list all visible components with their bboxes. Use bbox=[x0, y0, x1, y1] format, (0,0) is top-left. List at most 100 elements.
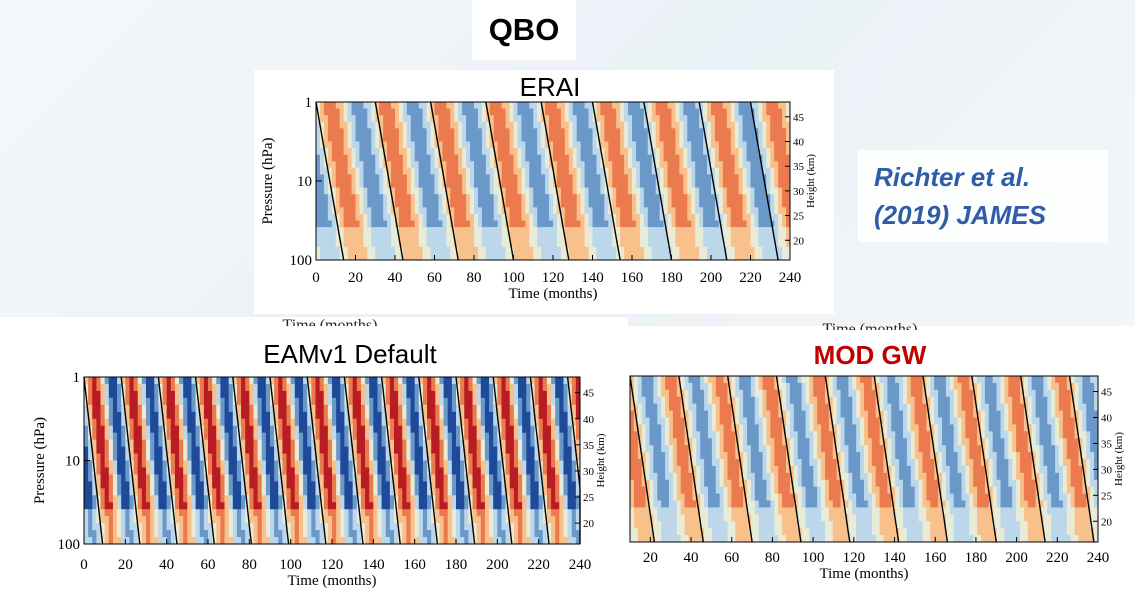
heatmap-cell bbox=[663, 141, 668, 149]
heatmap-cell bbox=[162, 509, 168, 517]
heatmap-cell bbox=[191, 425, 196, 434]
heatmap-cell bbox=[348, 481, 354, 489]
heatmap-cell bbox=[659, 194, 664, 202]
heatmap-cell bbox=[750, 102, 755, 109]
heatmap-cell bbox=[572, 115, 578, 123]
heatmap-cell bbox=[315, 397, 320, 406]
heatmap-cell bbox=[270, 425, 275, 434]
heatmap-cell bbox=[703, 148, 708, 156]
heatmap-cell bbox=[422, 246, 427, 254]
heatmap-cell bbox=[121, 460, 126, 468]
heatmap-cell bbox=[663, 233, 668, 241]
heatmap-cell bbox=[381, 523, 387, 531]
heatmap-cell bbox=[497, 187, 503, 195]
heatmap-cell bbox=[195, 425, 201, 434]
heatmap-cell bbox=[150, 488, 155, 496]
heatmap-cell bbox=[96, 383, 101, 392]
heatmap-cell bbox=[129, 488, 134, 496]
heatmap-cell bbox=[620, 227, 625, 235]
heatmap-cell bbox=[691, 174, 696, 182]
heatmap-cell bbox=[303, 467, 308, 475]
heatmap-cell bbox=[265, 460, 271, 468]
heatmap-cell bbox=[410, 537, 416, 545]
heatmap-cell bbox=[410, 141, 416, 149]
heatmap-cell bbox=[659, 227, 664, 235]
heatmap-cell bbox=[282, 530, 287, 538]
heatmap-cell bbox=[356, 495, 362, 503]
heatmap-cell bbox=[365, 509, 370, 517]
heatmap-cell bbox=[315, 390, 320, 399]
heatmap-cell bbox=[422, 174, 427, 182]
heatmap-cell bbox=[385, 404, 391, 413]
heatmap-cells bbox=[316, 102, 791, 261]
heatmap-cell bbox=[758, 253, 763, 261]
heatmap-cell bbox=[410, 187, 416, 195]
heatmap-cell bbox=[718, 187, 724, 195]
heatmap-cell bbox=[265, 390, 271, 399]
heatmap-cell bbox=[344, 425, 349, 434]
heatmap-cell bbox=[584, 240, 589, 248]
heatmap-cell bbox=[738, 167, 743, 175]
heatmap-cell bbox=[592, 253, 597, 261]
citation: Richter et al. (2019) JAMES bbox=[858, 150, 1108, 242]
heatmap-cell bbox=[434, 181, 439, 188]
heatmap-cell bbox=[112, 446, 118, 454]
heatmap-cell bbox=[365, 377, 370, 385]
heatmap-cell bbox=[355, 207, 360, 215]
heatmap-cell bbox=[228, 383, 234, 392]
heatmap-cell bbox=[383, 194, 388, 202]
heatmap-cell bbox=[336, 418, 341, 427]
heatmap-cell bbox=[133, 453, 139, 461]
heatmap-cell bbox=[92, 453, 97, 461]
heatmap-cell bbox=[493, 181, 499, 188]
heatmap-cell bbox=[714, 167, 720, 175]
heatmap-cell bbox=[470, 148, 475, 156]
heatmap-cell bbox=[608, 174, 613, 182]
heatmap-cell bbox=[442, 154, 447, 162]
heatmap-cell bbox=[750, 181, 755, 188]
heatmap-cell bbox=[303, 411, 308, 420]
heatmap-cell bbox=[316, 213, 321, 221]
heatmap-cell bbox=[212, 460, 217, 468]
heatmap-cell bbox=[383, 207, 388, 215]
heatmap-cell bbox=[327, 418, 333, 427]
heatmap-cell bbox=[774, 121, 779, 129]
heatmap-cell bbox=[391, 233, 396, 241]
heatmap-cell bbox=[556, 161, 562, 169]
heatmap-cell bbox=[245, 390, 250, 399]
heatmap-cell bbox=[600, 161, 605, 169]
heatmap-cell bbox=[385, 530, 391, 538]
heatmap-cell bbox=[187, 383, 192, 392]
heatmap-cell bbox=[604, 115, 609, 123]
heatmap-cell bbox=[323, 253, 329, 261]
heatmap-cell bbox=[303, 481, 308, 489]
heatmap-cell bbox=[564, 181, 570, 188]
heatmap-cell bbox=[331, 194, 337, 202]
heatmap-cell bbox=[257, 404, 263, 413]
heatmap-cell bbox=[770, 102, 775, 109]
heatmap-cell bbox=[683, 167, 688, 175]
heatmap-cell bbox=[257, 460, 263, 468]
heatmap-cell bbox=[294, 516, 300, 524]
heatmap-cell bbox=[154, 377, 159, 385]
heatmap-cell bbox=[525, 253, 530, 261]
heatmap-cell bbox=[718, 174, 724, 182]
heatmap-cell bbox=[762, 128, 767, 136]
heatmap-cell bbox=[435, 404, 440, 413]
heatmap-cell bbox=[270, 523, 275, 531]
heatmap-cell bbox=[592, 141, 597, 149]
heatmap-cell bbox=[117, 453, 122, 461]
heatmap-cell bbox=[497, 200, 503, 208]
heatmap-cell bbox=[426, 128, 431, 136]
heatmap-cell bbox=[179, 495, 184, 503]
heatmap-cell bbox=[493, 213, 499, 221]
heatmap-cell bbox=[316, 233, 321, 241]
heatmap-cell bbox=[319, 453, 325, 461]
heatmap-cell bbox=[564, 108, 570, 116]
heatmap-cell bbox=[707, 174, 712, 182]
heatmap-cell bbox=[568, 121, 574, 129]
heatmap-cell bbox=[286, 481, 292, 489]
heatmap-cell bbox=[220, 516, 225, 524]
heatmap-cell bbox=[679, 200, 684, 208]
heatmap-cell bbox=[270, 383, 275, 392]
